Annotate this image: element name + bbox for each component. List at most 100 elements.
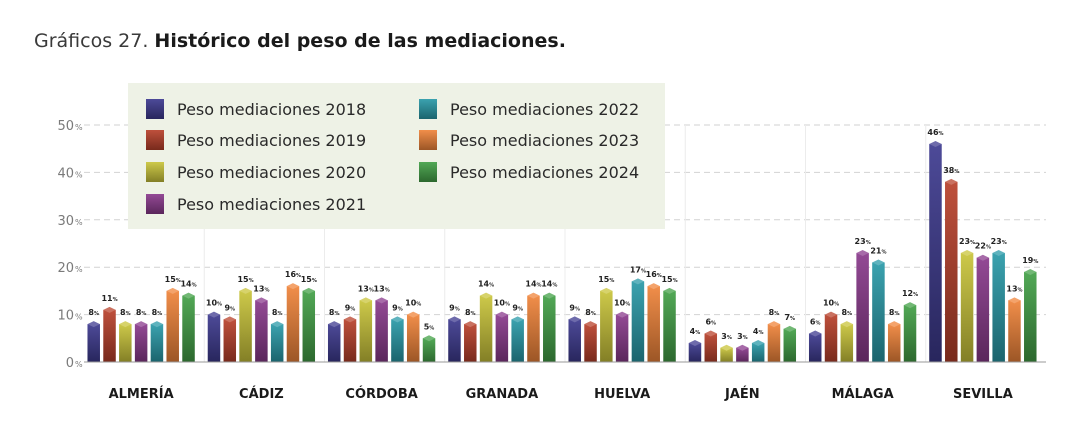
bar-cap <box>87 321 100 328</box>
bar-cap <box>375 297 388 304</box>
bar-cap <box>704 330 718 337</box>
bar-cap <box>422 335 436 342</box>
data-label: 13% <box>374 284 390 293</box>
bar <box>464 324 477 362</box>
data-label: 11% <box>101 294 117 303</box>
data-label: 8% <box>272 308 283 317</box>
bar-cap <box>406 311 420 318</box>
bar-cap <box>207 311 221 318</box>
data-label: 23% <box>991 237 1007 246</box>
y-tick-label: 0 <box>66 356 74 371</box>
y-tick-label: 20 <box>57 261 74 276</box>
bar-cap <box>976 254 990 261</box>
x-category-label: CÁDIZ <box>239 386 284 402</box>
bar-cap <box>840 321 854 328</box>
y-tick-unit: % <box>75 360 83 369</box>
bar-cap <box>960 249 974 256</box>
bar <box>903 305 917 362</box>
bar <box>527 295 540 362</box>
data-label: 16% <box>285 270 301 279</box>
bar <box>406 314 420 362</box>
data-label: 14% <box>525 280 541 289</box>
y-tick-label: 10 <box>57 309 74 324</box>
data-label: 8% <box>465 308 476 317</box>
title-prefix: Gráficos 27. <box>34 30 149 52</box>
data-label: 8% <box>120 308 131 317</box>
data-label: 38% <box>943 166 959 175</box>
y-tick-unit: % <box>75 218 83 227</box>
legend-swatch <box>146 162 164 182</box>
bar <box>302 290 316 362</box>
y-tick-label: 30 <box>57 214 74 229</box>
x-category-label: GRANADA <box>466 387 539 402</box>
bar <box>270 324 284 362</box>
bar <box>391 319 404 362</box>
x-category-label: SEVILLA <box>953 387 1013 402</box>
bar <box>119 324 132 362</box>
bar-cap <box>903 302 917 309</box>
data-label: 8% <box>769 308 780 317</box>
data-label: 3% <box>737 332 748 341</box>
bar-cap <box>808 330 822 337</box>
bar-cap <box>615 311 629 318</box>
data-label: 23% <box>855 237 871 246</box>
data-label: 16% <box>646 270 662 279</box>
legend-swatch <box>146 194 164 214</box>
data-label: 46% <box>927 128 943 137</box>
data-label: 14% <box>478 280 494 289</box>
bar-cap <box>391 316 404 323</box>
bar-cap <box>1024 268 1037 275</box>
bar <box>134 324 148 362</box>
bar <box>736 347 749 362</box>
data-label: 13% <box>253 284 269 293</box>
x-category-label: CÓRDOBA <box>345 386 417 402</box>
legend-label: Peso mediaciones 2023 <box>450 131 639 150</box>
bar <box>960 252 974 362</box>
legend-label: Peso mediaciones 2020 <box>177 163 366 182</box>
bar <box>584 324 597 362</box>
bar-cap <box>150 321 164 328</box>
bar-cap <box>103 306 116 313</box>
x-category-label: ALMERÍA <box>109 386 174 402</box>
data-label: 8% <box>152 308 163 317</box>
y-tick-unit: % <box>75 123 83 132</box>
bar <box>182 295 195 362</box>
title-main: Histórico del peso de las mediaciones. <box>154 30 566 52</box>
bar <box>103 309 116 362</box>
data-label: 14% <box>541 280 557 289</box>
bar-cap <box>270 321 284 328</box>
data-label: 15% <box>301 275 317 284</box>
data-label: 6% <box>810 318 821 327</box>
legend-swatch <box>146 130 164 150</box>
data-label: 8% <box>842 308 853 317</box>
data-label: 9% <box>345 303 356 312</box>
data-label: 4% <box>690 327 701 336</box>
bar-cap <box>464 321 477 328</box>
bar-cap <box>647 283 660 290</box>
data-label: 8% <box>585 308 596 317</box>
bar <box>166 290 179 362</box>
bar <box>808 333 822 362</box>
bar <box>945 181 958 362</box>
bar <box>663 290 676 362</box>
y-tick-unit: % <box>75 313 83 322</box>
bar <box>1008 300 1021 362</box>
legend-swatch <box>419 130 437 150</box>
bar <box>223 319 237 362</box>
data-label: 12% <box>902 289 918 298</box>
legend-box <box>128 83 665 229</box>
bar <box>647 286 660 362</box>
bar-cap <box>856 249 869 256</box>
bar <box>615 314 629 362</box>
bar-cap <box>511 316 524 323</box>
bar <box>87 324 100 362</box>
legend-label: Peso mediaciones 2019 <box>177 131 366 150</box>
bar-cap <box>479 292 493 299</box>
bar <box>239 290 252 362</box>
bar-cap <box>223 316 237 323</box>
data-label: 15% <box>661 275 677 284</box>
bar-cap <box>1008 297 1021 304</box>
data-label: 10% <box>494 299 510 308</box>
bar-cap <box>751 340 765 347</box>
